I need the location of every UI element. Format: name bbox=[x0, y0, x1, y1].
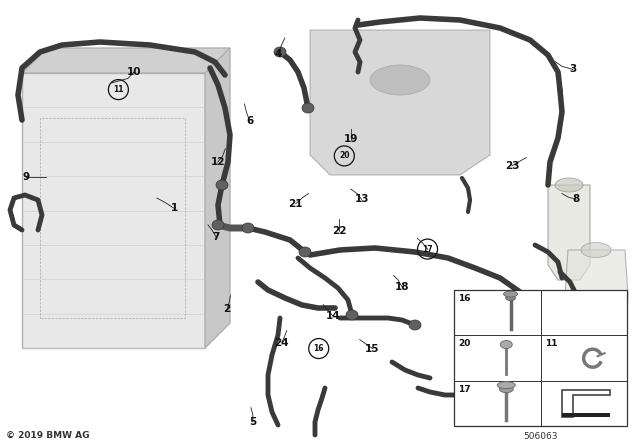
Ellipse shape bbox=[274, 47, 286, 57]
Ellipse shape bbox=[581, 242, 611, 258]
Text: 11: 11 bbox=[545, 340, 557, 349]
Text: 5: 5 bbox=[249, 417, 257, 427]
Polygon shape bbox=[565, 250, 628, 360]
Ellipse shape bbox=[497, 382, 515, 389]
Text: 21: 21 bbox=[289, 199, 303, 209]
Text: 15: 15 bbox=[365, 344, 380, 353]
Text: 6: 6 bbox=[246, 116, 253, 126]
Text: 9: 9 bbox=[22, 172, 29, 182]
Text: 19: 19 bbox=[344, 134, 358, 144]
Text: 14: 14 bbox=[326, 311, 340, 321]
Text: 20: 20 bbox=[458, 340, 471, 349]
Bar bbox=[454, 290, 627, 426]
Ellipse shape bbox=[499, 386, 513, 392]
Text: 23: 23 bbox=[505, 161, 519, 171]
Ellipse shape bbox=[302, 103, 314, 113]
Ellipse shape bbox=[500, 340, 512, 349]
Text: © 2019 BMW AG: © 2019 BMW AG bbox=[6, 431, 90, 440]
Text: 22: 22 bbox=[332, 226, 346, 236]
Text: 7: 7 bbox=[212, 233, 220, 242]
Polygon shape bbox=[310, 30, 490, 175]
Text: 18: 18 bbox=[395, 282, 409, 292]
Ellipse shape bbox=[216, 180, 228, 190]
Bar bbox=[40, 118, 185, 318]
Ellipse shape bbox=[512, 377, 524, 387]
Text: 17: 17 bbox=[458, 385, 471, 394]
Ellipse shape bbox=[242, 223, 254, 233]
Ellipse shape bbox=[555, 178, 583, 192]
Text: 3: 3 bbox=[569, 65, 577, 74]
Text: 20: 20 bbox=[339, 151, 349, 160]
Text: 17: 17 bbox=[422, 245, 433, 254]
Text: 13: 13 bbox=[355, 194, 369, 204]
Polygon shape bbox=[205, 48, 230, 348]
Text: 16: 16 bbox=[314, 344, 324, 353]
Text: 506063: 506063 bbox=[524, 432, 558, 441]
Ellipse shape bbox=[299, 247, 311, 257]
Text: 8: 8 bbox=[572, 194, 580, 204]
Text: 12: 12 bbox=[211, 157, 225, 167]
Text: 24: 24 bbox=[275, 338, 289, 348]
Ellipse shape bbox=[346, 310, 358, 320]
Ellipse shape bbox=[504, 291, 518, 297]
Text: 11: 11 bbox=[113, 85, 124, 94]
Polygon shape bbox=[548, 185, 590, 280]
Text: 2: 2 bbox=[223, 304, 231, 314]
Text: 10: 10 bbox=[127, 67, 141, 77]
Ellipse shape bbox=[409, 320, 421, 330]
Polygon shape bbox=[22, 73, 205, 348]
Ellipse shape bbox=[370, 65, 430, 95]
Text: 4: 4 bbox=[275, 49, 282, 59]
Polygon shape bbox=[22, 48, 230, 73]
Bar bbox=[563, 413, 610, 418]
Ellipse shape bbox=[506, 296, 516, 301]
Text: 1: 1 bbox=[170, 203, 178, 213]
Text: 16: 16 bbox=[458, 294, 471, 303]
Ellipse shape bbox=[212, 220, 224, 230]
